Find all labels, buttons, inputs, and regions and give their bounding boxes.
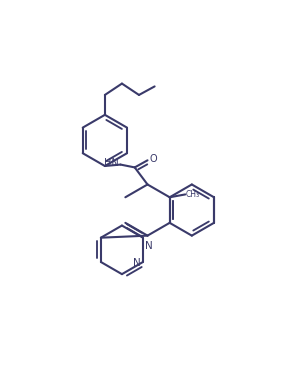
- Text: N: N: [145, 241, 153, 251]
- Text: O: O: [150, 154, 157, 164]
- Text: N: N: [133, 258, 141, 268]
- Text: HN: HN: [104, 158, 119, 168]
- Text: CH₃: CH₃: [186, 190, 200, 199]
